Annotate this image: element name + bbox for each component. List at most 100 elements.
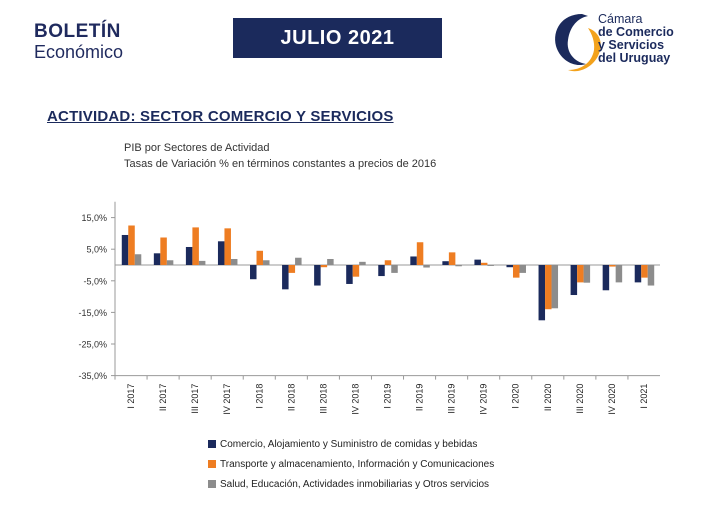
bar [160,237,167,265]
bar [128,225,135,265]
bar [346,265,353,284]
org-line: de Comercio [598,25,674,39]
bar [359,261,366,265]
bar [198,260,206,265]
legend-swatch [208,440,216,448]
x-tick-label: IV 2018 [350,384,360,415]
org-line: Cámara [598,12,643,26]
bar [288,265,296,273]
bar [378,265,385,277]
legend-label: Comercio, Alojamiento y Suministro de co… [220,438,478,450]
chart-caption: PIB por Sectores de Actividad Tasas de V… [124,140,436,172]
x-tick-label: IV 2017 [222,384,232,415]
x-tick-label: III 2017 [190,384,200,414]
bar [185,246,193,265]
x-tick-label: III 2018 [318,384,328,414]
legend-label: Salud, Educación, Actividades inmobiliar… [220,478,490,490]
chart-legend: Comercio, Alojamiento y Suministro de co… [208,434,494,494]
x-tick-label: I 2018 [254,384,264,409]
legend-label: Transporte y almacenamiento, Información… [220,458,495,470]
bar [391,265,398,273]
bar [570,265,578,296]
brand: BOLETÍN Económico [34,21,124,63]
org-line: del Uruguay [598,51,671,65]
bar [416,242,424,265]
bar [250,265,257,280]
legend-item: Transporte y almacenamiento, Información… [208,454,494,474]
bar [512,265,520,278]
y-tick-label: -5,0% [83,276,107,286]
brand-subtitle: Económico [34,42,124,62]
legend-item: Salud, Educación, Actividades inmobiliar… [208,474,494,494]
bar [217,241,225,265]
y-tick-label: -35,0% [78,371,107,381]
x-tick-label: I 2020 [511,384,521,409]
bar [480,262,488,265]
x-tick-label: II 2017 [158,384,168,412]
organization-name: Cámara de Comercio y Servicios del Urugu… [598,13,674,65]
section-title: ACTIVIDAD: SECTOR COMERCIO Y SERVICIOS [47,108,394,125]
bar [545,265,552,310]
bar [224,228,231,265]
chart-subtitle: Tasas de Variación % en términos constan… [124,158,437,170]
y-tick-label: 15,0% [81,213,107,223]
bar [474,259,481,265]
bar [230,258,238,265]
bar [551,265,559,309]
bar [314,265,321,286]
bar [410,256,417,265]
legend-swatch [208,460,216,468]
x-tick-label: I 2021 [639,384,649,409]
bar [352,265,360,277]
x-tick-label: IV 2019 [479,384,489,415]
chart-title: PIB por Sectores de Actividad [124,142,270,154]
x-tick-label: II 2020 [543,384,553,412]
y-tick-label: 5,0% [86,245,107,255]
bar [166,260,174,265]
bar [602,265,610,291]
x-tick-label: II 2018 [286,384,296,412]
brand-title: BOLETÍN [34,21,121,42]
bar [583,265,591,283]
y-tick-label: -25,0% [78,340,107,350]
y-tick-label: -15,0% [78,308,107,318]
chamber-logo-icon [555,14,601,72]
period-badge: JULIO 2021 [233,18,442,58]
bar [384,260,392,265]
bar [442,261,449,265]
x-tick-label: I 2019 [383,384,393,409]
bar [263,260,270,265]
bar [423,265,430,268]
x-tick-label: III 2019 [447,384,457,414]
bar [538,265,546,321]
legend-swatch [208,480,216,488]
bar [647,265,655,286]
x-tick-label: III 2020 [575,384,585,414]
bar [448,252,456,265]
bar [134,254,142,265]
legend-item: Comercio, Alojamiento y Suministro de co… [208,434,494,454]
bar [153,253,161,265]
x-tick-label: IV 2020 [607,384,617,415]
bar [641,265,648,278]
bar [615,265,623,283]
bar [634,265,642,283]
bar [295,257,302,265]
bar [455,265,462,267]
period-label: JULIO 2021 [280,26,395,49]
bar [320,265,328,268]
bar [121,234,129,265]
bar [577,265,584,283]
bar [256,250,264,265]
org-line: y Servicios [598,38,665,52]
bar [327,258,334,265]
bar [487,265,494,266]
bar [282,265,289,290]
x-tick-label: I 2017 [126,384,136,409]
bar [506,265,513,268]
bar [609,265,616,267]
x-tick-label: II 2019 [415,384,425,412]
bar [192,227,199,265]
bar [519,265,526,273]
